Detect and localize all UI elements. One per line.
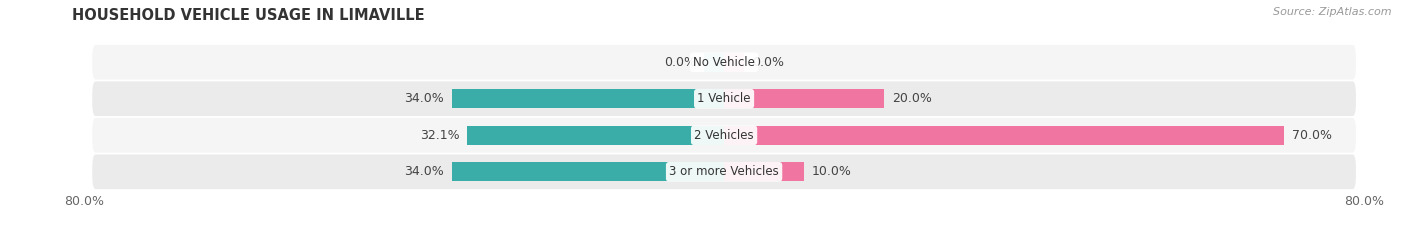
Bar bbox=[724, 126, 1284, 145]
Text: No Vehicle: No Vehicle bbox=[693, 56, 755, 69]
Bar bbox=[704, 53, 724, 72]
Bar bbox=[467, 126, 724, 145]
Bar bbox=[453, 89, 724, 108]
Text: 1 Vehicle: 1 Vehicle bbox=[697, 92, 751, 105]
Text: HOUSEHOLD VEHICLE USAGE IN LIMAVILLE: HOUSEHOLD VEHICLE USAGE IN LIMAVILLE bbox=[72, 8, 425, 23]
Text: 2 Vehicles: 2 Vehicles bbox=[695, 129, 754, 142]
FancyBboxPatch shape bbox=[93, 154, 1355, 189]
FancyBboxPatch shape bbox=[93, 118, 1355, 153]
Text: 10.0%: 10.0% bbox=[813, 165, 852, 178]
FancyBboxPatch shape bbox=[93, 45, 1355, 80]
Text: 3 or more Vehicles: 3 or more Vehicles bbox=[669, 165, 779, 178]
Bar bbox=[724, 53, 744, 72]
Text: Source: ZipAtlas.com: Source: ZipAtlas.com bbox=[1274, 7, 1392, 17]
Text: 0.0%: 0.0% bbox=[752, 56, 785, 69]
Text: 34.0%: 34.0% bbox=[405, 92, 444, 105]
FancyBboxPatch shape bbox=[93, 81, 1355, 116]
Text: 70.0%: 70.0% bbox=[1292, 129, 1331, 142]
Text: 20.0%: 20.0% bbox=[891, 92, 932, 105]
Bar bbox=[724, 89, 884, 108]
Bar bbox=[453, 162, 724, 181]
Text: 0.0%: 0.0% bbox=[664, 56, 696, 69]
Text: 32.1%: 32.1% bbox=[420, 129, 460, 142]
Bar bbox=[724, 162, 804, 181]
Text: 34.0%: 34.0% bbox=[405, 165, 444, 178]
